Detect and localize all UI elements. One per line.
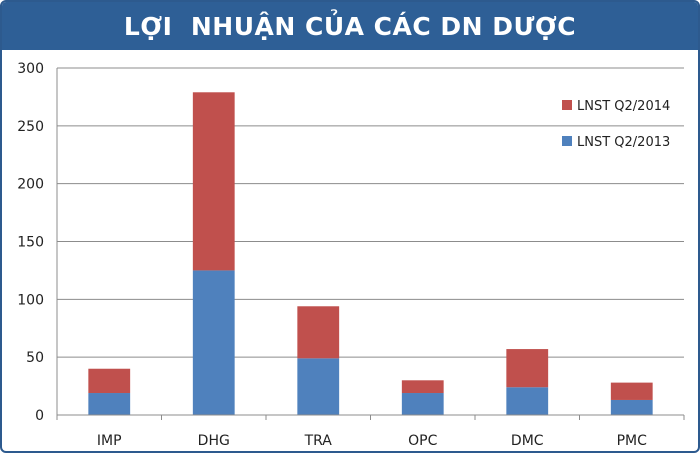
bar-dhg-series-1 <box>192 270 235 415</box>
bar-imp-series-1 <box>88 393 131 415</box>
bar-tra-series-2 <box>297 306 340 359</box>
y-tick-label: 250 <box>17 119 44 135</box>
x-axis: IMP DHG TRA OPC DMC PMC <box>56 414 685 449</box>
bar-opc-series-2 <box>401 380 444 394</box>
x-tick-label: DHG <box>198 433 230 449</box>
bar-opc-series-1 <box>401 393 444 415</box>
bar-dhg-series-2 <box>192 92 235 271</box>
x-tick-label: TRA <box>304 433 333 449</box>
bar-tra-series-1 <box>297 358 340 415</box>
bar-pmc-series-1 <box>610 399 653 415</box>
y-tick-label: 100 <box>17 292 44 308</box>
gridlines <box>57 67 684 416</box>
x-tick-label: OPC <box>408 433 437 449</box>
y-tick-label: 300 <box>17 61 44 77</box>
y-tick-label: 50 <box>26 350 44 366</box>
bar-pmc-series-2 <box>610 382 653 400</box>
title-banner: LỢI NHUẬN CỦA CÁC DN DƯỢC <box>2 2 698 50</box>
bar-dmc-series-2 <box>506 349 549 388</box>
y-tick-label: 150 <box>17 235 44 251</box>
legend-label: LNST Q2/2013 <box>577 135 670 150</box>
x-tick-label: PMC <box>617 433 648 449</box>
y-tick-label: 0 <box>35 408 44 424</box>
legend-label: LNST Q2/2014 <box>577 99 670 114</box>
x-tick-label: DMC <box>511 433 544 449</box>
y-axis: 0 50 100 150 200 250 300 <box>17 61 58 424</box>
bars <box>88 92 653 415</box>
legend-swatch <box>562 136 572 146</box>
legend-swatch <box>562 100 572 110</box>
bar-dmc-series-1 <box>506 387 549 415</box>
legend: LNST Q2/2014 LNST Q2/2013 <box>562 99 670 150</box>
chart-title: LỢI NHUẬN CỦA CÁC DN DƯỢC <box>123 11 577 41</box>
y-tick-label: 200 <box>17 177 44 193</box>
bar-imp-series-2 <box>88 368 131 394</box>
x-tick-label: IMP <box>97 433 122 449</box>
